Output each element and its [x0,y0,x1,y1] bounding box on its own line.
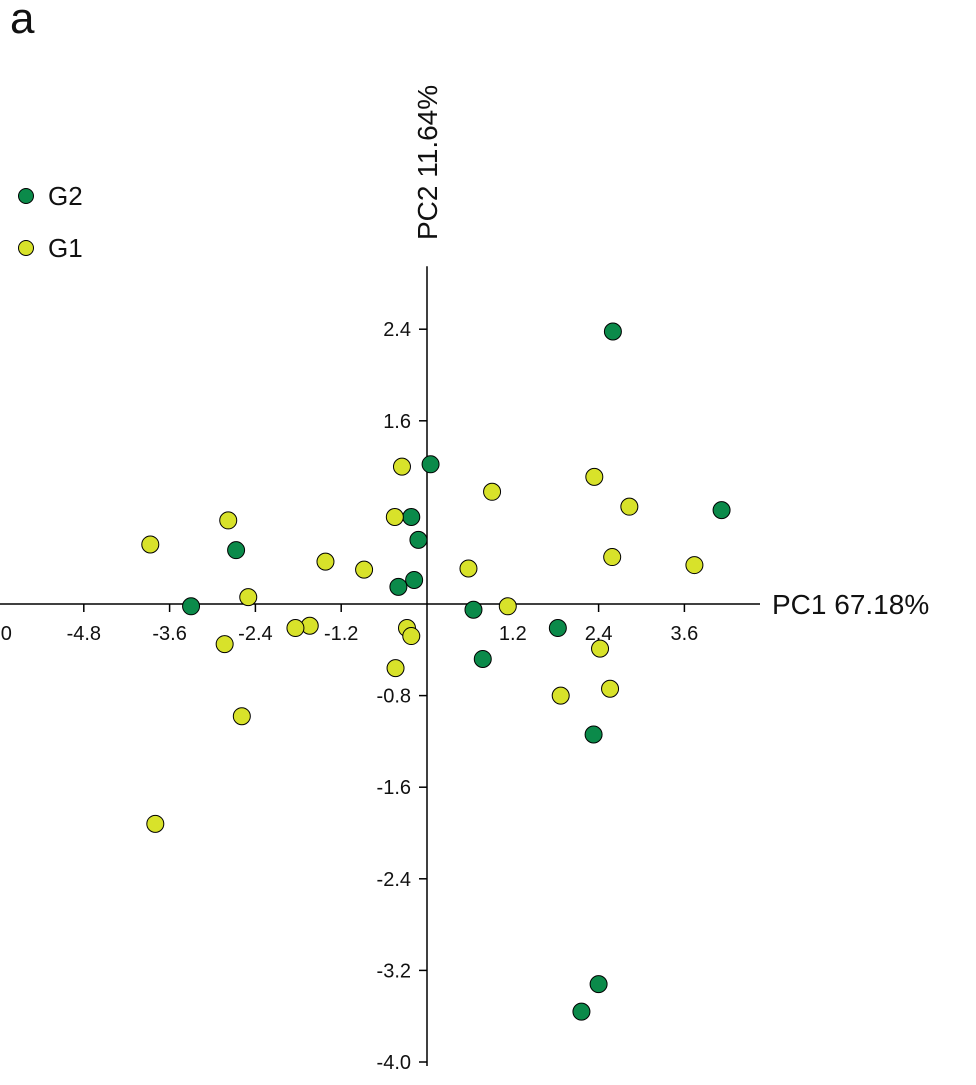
legend-marker-g1 [18,240,34,256]
point-g1 [585,467,604,486]
legend-label-g2: G2 [48,180,83,211]
point-g2 [409,530,428,549]
point-g1 [239,588,258,607]
x-tick-label: -3.6 [152,623,186,645]
point-g2 [603,322,622,341]
point-g1 [402,627,421,646]
x-tick-label: -4.8 [67,623,101,645]
point-g2 [584,725,603,744]
point-g1 [146,814,165,833]
y-tick-label: -1.6 [377,777,411,799]
legend-item-g2: G2 [18,170,83,222]
point-g2 [473,649,492,668]
point-g1 [392,457,411,476]
point-g2 [589,975,608,994]
x-tick-label: 1.2 [499,623,527,645]
x-axis-title: PC1 67.18% [772,589,929,620]
point-g1 [316,552,335,571]
point-g1 [620,497,639,516]
point-g2 [402,507,421,526]
point-g1 [141,535,160,554]
point-g1 [459,559,478,578]
x-tick-label: 6.0 [0,623,12,645]
y-tick-label: -0.8 [377,686,411,708]
legend-item-g1: G1 [18,222,83,274]
point-g2 [712,501,731,520]
y-tick-label: 2.4 [383,319,411,341]
point-g1 [386,659,405,678]
point-g1 [603,548,622,567]
point-g1 [215,635,234,654]
point-g1 [685,556,704,575]
x-tick-label: -2.4 [238,623,272,645]
x-tick-label: 2.4 [585,623,613,645]
point-g1 [355,560,374,579]
point-g1 [498,597,517,616]
point-g1 [219,511,238,530]
point-g1 [385,507,404,526]
panel-label: a [10,0,35,43]
point-g2 [464,600,483,619]
point-g2 [182,597,201,616]
point-g1 [601,679,620,698]
point-g2 [389,577,408,596]
point-g2 [421,455,440,474]
y-tick-label: -2.4 [377,869,411,891]
y-axis-title: PC2 11.64% [412,85,443,240]
legend-label-g1: G1 [48,232,83,263]
point-g1 [591,639,610,658]
point-g2 [405,570,424,589]
y-tick-label: -3.2 [377,960,411,982]
data-points [141,322,731,1021]
y-tick-label: -4.0 [377,1052,411,1074]
y-tick-label: 1.6 [383,411,411,433]
point-g1 [551,686,570,705]
point-g1 [286,619,305,638]
legend: G2 G1 [18,170,83,274]
point-g2 [227,541,246,560]
point-g1 [483,482,502,501]
point-g1 [232,707,251,726]
point-g2 [548,619,567,638]
legend-marker-g2 [18,188,34,204]
axes: 6.0 -4.8 -3.6 -2.4 -1.2 1.2 2.4 3.6 2.4 1.6 -0.8 -1… [0,266,760,1074]
point-g2 [572,1002,591,1021]
x-tick-label: -1.2 [324,623,358,645]
x-tick-label: 3.6 [670,623,698,645]
